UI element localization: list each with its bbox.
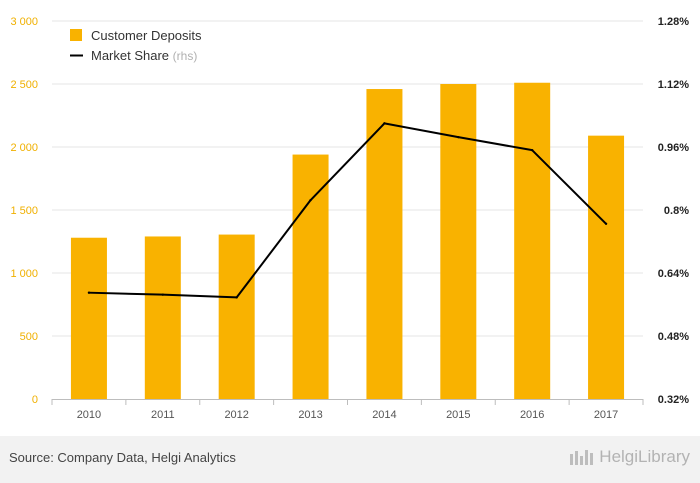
right-tick-label: 0.48% (658, 331, 689, 343)
right-axis: 0.32% 0.48% 0.64% 0.8% 0.96% 1.12% 1.28% (658, 16, 689, 406)
bar-series (70, 82, 625, 400)
left-tick-label: 0 (32, 394, 38, 406)
line-point (383, 122, 386, 125)
line-point (87, 291, 91, 294)
x-tick-label: 2012 (224, 409, 248, 421)
source-note: Source: Company Data, Helgi Analytics (9, 450, 236, 465)
bar (144, 236, 181, 399)
right-tick-label: 0.8% (664, 205, 689, 217)
x-tick-label: 2016 (520, 409, 544, 421)
legend-swatch-deposits (70, 29, 82, 41)
bar (70, 237, 107, 399)
left-tick-label: 500 (20, 331, 38, 343)
right-tick-label: 0.96% (658, 142, 689, 154)
brand-logo: HelgiLibrary (569, 447, 690, 467)
x-tick-label: 2011 (151, 409, 175, 421)
chart: 2010 2011 2012 2013 2014 2015 2016 2017 0 500 1 0… (10, 16, 689, 421)
left-tick-label: 1 000 (10, 268, 38, 280)
legend-label-deposits: Customer Deposits (91, 28, 202, 43)
line-point (309, 198, 312, 202)
right-tick-label: 0.32% (658, 394, 689, 406)
left-tick-label: 2 000 (10, 142, 38, 154)
bar (366, 89, 403, 399)
footer: Source: Company Data, Helgi Analytics He… (0, 436, 700, 483)
left-tick-label: 2 500 (10, 79, 38, 91)
right-tick-label: 1.12% (658, 79, 689, 91)
x-tick-label: 2013 (298, 409, 322, 421)
left-axis: 0 500 1 000 1 500 2 000 2 500 3 000 (10, 16, 38, 406)
right-tick-label: 0.64% (658, 268, 689, 280)
gridlines (52, 20, 643, 337)
left-tick-label: 1 500 (10, 205, 38, 217)
legend-label-market-share: Market Share (rhs) (91, 48, 197, 63)
x-tick-label: 2014 (372, 409, 396, 421)
line-point (604, 222, 608, 225)
line-point (161, 293, 165, 296)
line-point (457, 135, 460, 139)
bar (514, 82, 551, 400)
bar (292, 154, 329, 399)
market-share-line (88, 122, 607, 299)
line-series (87, 122, 608, 299)
legend: Customer Deposits Market Share (rhs) (70, 28, 202, 63)
right-tick-label: 1.28% (658, 16, 689, 28)
legend-rhs-note: (rhs) (173, 49, 198, 63)
brand-name: HelgiLibrary (599, 447, 690, 466)
line-point (530, 148, 534, 152)
bar (588, 135, 625, 399)
line-point (235, 296, 238, 299)
bar (440, 84, 477, 399)
x-tick-label: 2017 (594, 409, 618, 421)
x-tick-label: 2015 (446, 409, 470, 421)
x-axis: 2010 2011 2012 2013 2014 2015 2016 2017 (51, 399, 644, 421)
library-icon (570, 450, 594, 465)
left-tick-label: 3 000 (10, 16, 38, 28)
bar (218, 234, 255, 399)
x-tick-label: 2010 (77, 409, 101, 421)
